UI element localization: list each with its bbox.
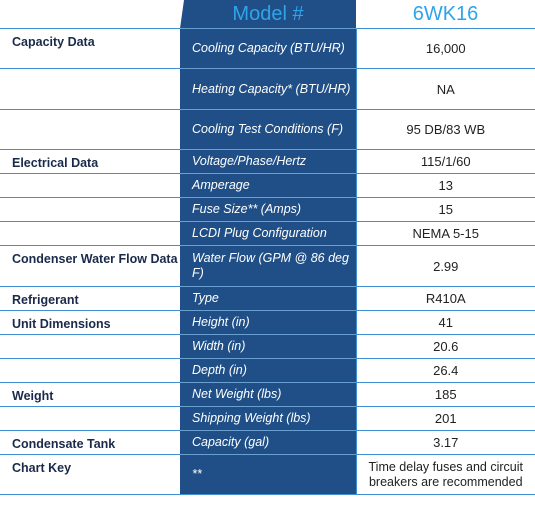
category-label xyxy=(0,334,180,359)
table-row: Depth (in) 26.4 xyxy=(0,358,535,383)
table-row: Electrical Data Voltage/Phase/Hertz 115/… xyxy=(0,149,535,174)
table-row: Refrigerant Type R410A xyxy=(0,286,535,311)
table-row: LCDI Plug Configuration NEMA 5-15 xyxy=(0,221,535,246)
value-cell: 3.17 xyxy=(355,430,535,455)
attribute-label: Depth (in) xyxy=(180,358,356,383)
value-cell: 115/1/60 xyxy=(355,149,535,174)
spec-table: Model # 6WK16 Capacity Data Cooling Capa… xyxy=(0,0,535,495)
category-label: Unit Dimensions xyxy=(0,310,180,335)
category-label: Refrigerant xyxy=(0,286,180,311)
attribute-label: Water Flow (GPM @ 86 deg F) xyxy=(180,245,356,287)
attribute-label: Height (in) xyxy=(180,310,356,335)
table-row: Weight Net Weight (lbs) 185 xyxy=(0,382,535,407)
table-row: Fuse Size** (Amps) 15 xyxy=(0,197,535,222)
attribute-label: Shipping Weight (lbs) xyxy=(180,406,356,431)
value-cell: 26.4 xyxy=(355,358,535,383)
table-row: Cooling Test Conditions (F) 95 DB/83 WB xyxy=(0,109,535,150)
category-label xyxy=(0,197,180,222)
value-cell: Time delay fuses and circuit breakers ar… xyxy=(355,454,535,495)
attribute-label: Fuse Size** (Amps) xyxy=(180,197,356,222)
value-cell: 95 DB/83 WB xyxy=(355,109,535,150)
value-cell: 41 xyxy=(355,310,535,335)
table-row: Width (in) 20.6 xyxy=(0,334,535,359)
category-label xyxy=(0,406,180,431)
table-row: Condensate Tank Capacity (gal) 3.17 xyxy=(0,430,535,455)
attribute-label: Net Weight (lbs) xyxy=(180,382,356,407)
attribute-label: Amperage xyxy=(180,173,356,198)
attribute-label: LCDI Plug Configuration xyxy=(180,221,356,246)
value-cell: NA xyxy=(355,68,535,110)
category-label: Chart Key xyxy=(0,454,180,495)
value-cell: 16,000 xyxy=(355,28,535,69)
category-label: Capacity Data xyxy=(0,28,180,69)
attribute-label: Voltage/Phase/Hertz xyxy=(180,149,356,174)
category-label: Condensate Tank xyxy=(0,430,180,455)
table-row: Unit Dimensions Height (in) 41 xyxy=(0,310,535,335)
category-label xyxy=(0,221,180,246)
table-row: Condenser Water Flow Data Water Flow (GP… xyxy=(0,245,535,287)
category-label xyxy=(0,68,180,110)
table-row: Heating Capacity* (BTU/HR) NA xyxy=(0,68,535,110)
category-label xyxy=(0,109,180,150)
value-cell: 201 xyxy=(355,406,535,431)
value-cell: 2.99 xyxy=(355,245,535,287)
value-cell: 20.6 xyxy=(355,334,535,359)
table-row: Chart Key ** Time delay fuses and circui… xyxy=(0,454,535,495)
header-blank-cell xyxy=(0,0,180,29)
attribute-label: ** xyxy=(180,454,356,495)
value-cell: 15 xyxy=(355,197,535,222)
attribute-label: Cooling Capacity (BTU/HR) xyxy=(180,28,356,69)
attribute-label: Heating Capacity* (BTU/HR) xyxy=(180,68,356,110)
category-label xyxy=(0,358,180,383)
attribute-label: Capacity (gal) xyxy=(180,430,356,455)
category-label: Electrical Data xyxy=(0,149,180,174)
category-label xyxy=(0,173,180,198)
value-cell: 13 xyxy=(355,173,535,198)
table-row: Capacity Data Cooling Capacity (BTU/HR) … xyxy=(0,28,535,69)
category-label: Weight xyxy=(0,382,180,407)
attribute-label: Width (in) xyxy=(180,334,356,359)
value-cell: 185 xyxy=(355,382,535,407)
value-cell: NEMA 5-15 xyxy=(355,221,535,246)
table-row: Amperage 13 xyxy=(0,173,535,198)
table-row: Shipping Weight (lbs) 201 xyxy=(0,406,535,431)
header-row: Model # 6WK16 xyxy=(0,0,535,29)
category-label: Condenser Water Flow Data xyxy=(0,245,180,287)
value-cell: R410A xyxy=(355,286,535,311)
model-value: 6WK16 xyxy=(356,0,535,29)
model-label: Model # xyxy=(180,0,356,29)
attribute-label: Type xyxy=(180,286,356,311)
attribute-label: Cooling Test Conditions (F) xyxy=(180,109,356,150)
